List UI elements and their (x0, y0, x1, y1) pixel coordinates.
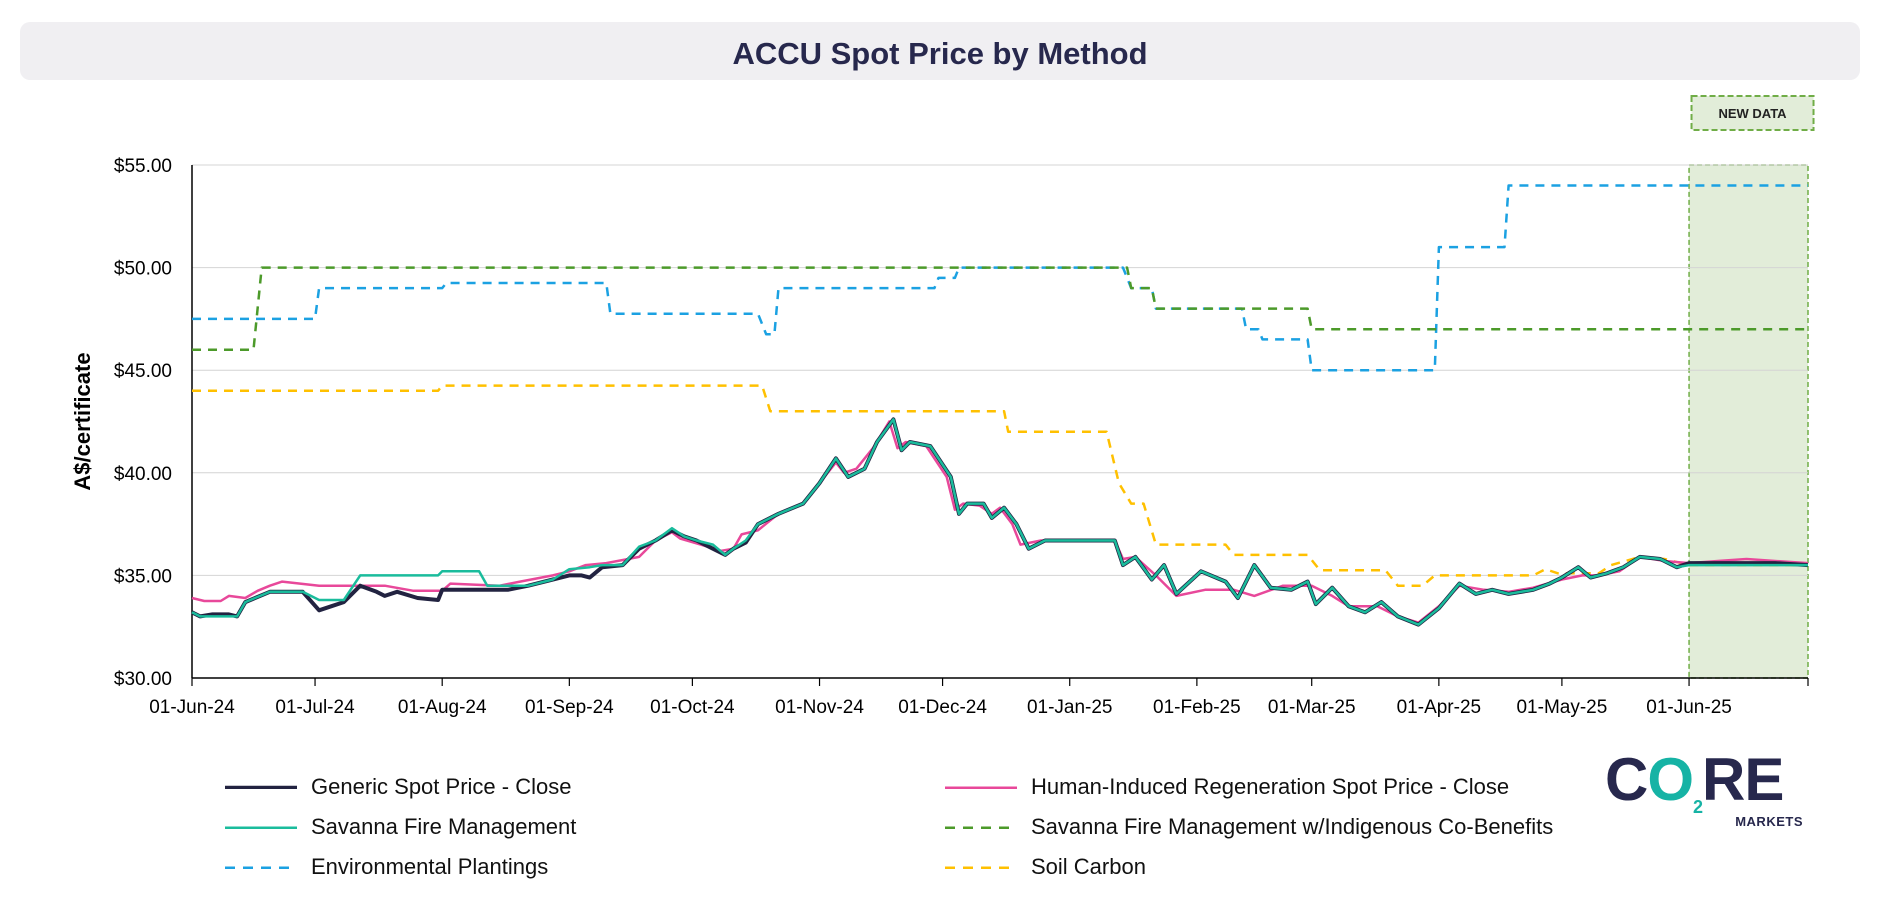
legend-swatch-icon (945, 786, 1017, 789)
x-tick-label: 01-May-25 (1516, 697, 1607, 718)
x-tick-label: 01-Jun-25 (1646, 697, 1732, 718)
new-data-region (1688, 164, 1809, 679)
legend-label: Savanna Fire Management (311, 814, 577, 839)
series-line-environmental-plantings (192, 184, 1808, 372)
x-tick-label: 01-Feb-25 (1153, 697, 1241, 718)
legend-swatch-icon (225, 866, 297, 869)
x-tick-label: 01-Jun-24 (149, 697, 235, 718)
logo-subtitle: MARKETS (1735, 814, 1803, 829)
legend-swatch-icon (225, 826, 297, 829)
core-markets-logo: CO2RE MARKETS (1605, 745, 1805, 835)
x-tick-label: 01-Oct-24 (650, 697, 735, 718)
legend-item-env-plantings: Environmental Plantings (225, 852, 548, 882)
logo-wordmark: CO2RE (1605, 746, 1784, 817)
legend-label: Soil Carbon (1031, 854, 1146, 879)
y-tick-label: $30.00 (114, 669, 172, 690)
new-data-label: NEW DATA (1718, 106, 1787, 121)
y-tick-label: $35.00 (114, 566, 172, 587)
x-tick-label: 01-Nov-24 (775, 697, 864, 718)
legend-item-generic: Generic Spot Price - Close (225, 772, 571, 802)
legend-item-savanna: Savanna Fire Management (225, 812, 576, 842)
legend-swatch-icon (225, 785, 297, 789)
series-line-savanna-fire-management-w-indigenous-co-benefits (192, 266, 1808, 351)
legend-label: Human-Induced Regeneration Spot Price - … (1031, 774, 1510, 799)
y-tick-label: $55.00 (114, 156, 172, 177)
y-tick-label: $50.00 (114, 259, 172, 280)
legend-swatch-icon (945, 866, 1017, 869)
x-tick-label: 01-Jul-24 (275, 697, 355, 718)
legend-item-soil-carbon: Soil Carbon (945, 852, 1146, 882)
new-data-label-box (1690, 95, 1815, 131)
x-tick-label: 01-Mar-25 (1268, 697, 1356, 718)
series-line-savanna-fire-management (191, 418, 1808, 626)
y-tick-label: $45.00 (114, 361, 172, 382)
x-tick-label: 01-Jan-25 (1027, 697, 1113, 718)
legend-label: Environmental Plantings (311, 854, 549, 879)
x-tick-label: 01-Apr-25 (1397, 697, 1482, 718)
x-tick-label: 01-Sep-24 (525, 697, 614, 718)
x-tick-label: 01-Dec-24 (898, 697, 987, 718)
y-axis-label: A$/certificate (70, 352, 95, 490)
legend-label: Savanna Fire Management w/Indigenous Co-… (1031, 814, 1554, 839)
series-line-human-induced-regeneration-spot-price-close (191, 420, 1809, 624)
y-tick-label: $40.00 (114, 464, 172, 485)
legend-item-hir: Human-Induced Regeneration Spot Price - … (945, 772, 1509, 802)
legend-swatch-icon (945, 826, 1017, 829)
legend-label: Generic Spot Price - Close (311, 774, 572, 799)
chart-title-bar: ACCU Spot Price by Method (20, 22, 1860, 80)
series-line-soil-carbon (192, 384, 1808, 587)
chart-title: ACCU Spot Price by Method (732, 36, 1148, 71)
x-tick-label: 01-Aug-24 (398, 697, 487, 718)
legend-item-savanna-indigenous: Savanna Fire Management w/Indigenous Co-… (945, 812, 1553, 842)
